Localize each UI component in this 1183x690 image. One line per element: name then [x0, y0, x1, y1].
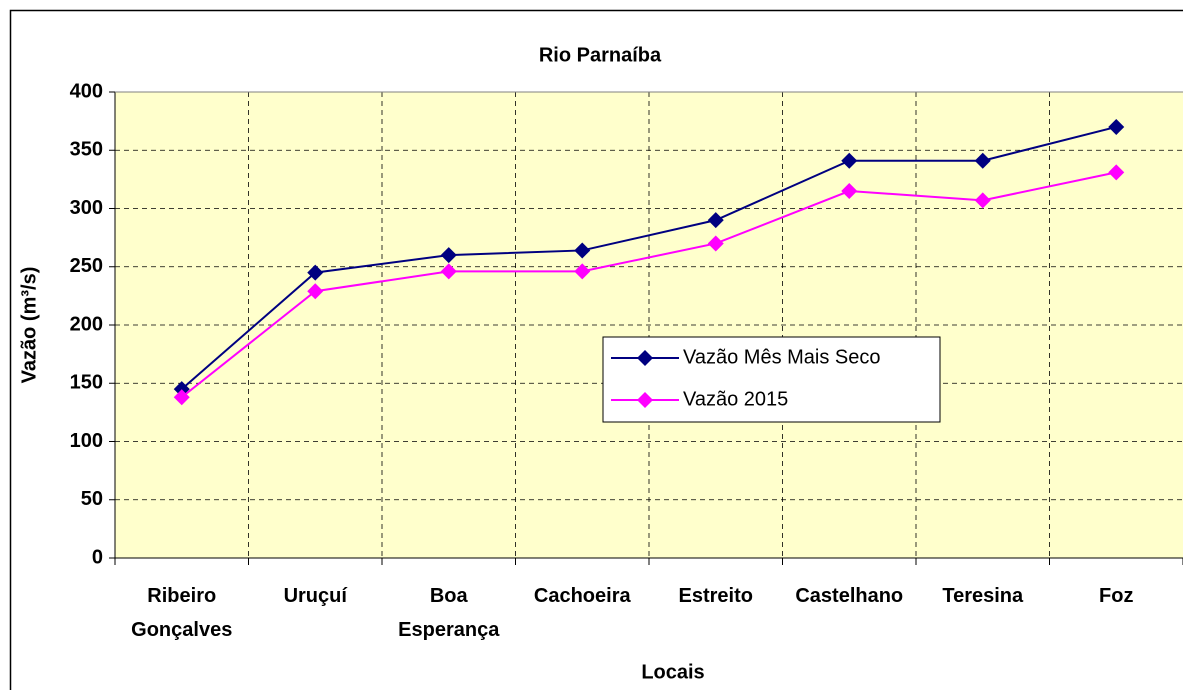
- point-marker: [841, 183, 858, 200]
- legend-box: [602, 336, 941, 423]
- point-marker: [707, 235, 724, 252]
- point-marker: [440, 263, 457, 280]
- y-tick-label: 100: [70, 430, 103, 452]
- x-tick-label: Boa Esperança: [398, 585, 500, 641]
- point-marker: [841, 152, 858, 169]
- x-tick-label: Teresina: [942, 585, 1024, 607]
- legend-marker: [637, 350, 653, 366]
- y-tick-label: 200: [70, 313, 103, 335]
- x-tick-label: Foz: [1099, 585, 1133, 607]
- x-tick-label: Estreito: [679, 585, 753, 607]
- legend-label: Vazão 2015: [683, 388, 788, 410]
- point-marker: [173, 389, 190, 406]
- point-marker: [574, 242, 591, 259]
- point-marker: [974, 152, 991, 169]
- series-line: [181, 171, 1117, 399]
- point-marker: [440, 247, 457, 264]
- series-line: [181, 125, 1117, 390]
- x-tick-label: Cachoeira: [534, 585, 632, 607]
- point-marker: [574, 263, 591, 280]
- y-tick-label: 350: [70, 139, 103, 161]
- x-tick-label: Castelhano: [795, 585, 903, 607]
- legend-label: Vazão Mês Mais Seco: [683, 346, 881, 368]
- point-marker: [974, 192, 991, 209]
- x-tick-label: Uruçuí: [284, 585, 349, 607]
- point-marker: [1108, 118, 1125, 135]
- x-tick-label: Ribeiro Gonçalves: [131, 585, 232, 641]
- y-axis-label: Vazão (m³/s): [18, 267, 40, 384]
- legend-marker: [637, 392, 653, 408]
- y-tick-label: 50: [81, 488, 103, 510]
- y-tick-label: 150: [70, 372, 103, 394]
- point-marker: [307, 264, 324, 281]
- chart-title: Rio Parnaíba: [539, 44, 662, 66]
- y-tick-label: 0: [92, 546, 103, 568]
- point-marker: [707, 212, 724, 229]
- point-marker: [1108, 164, 1125, 181]
- point-marker: [307, 283, 324, 300]
- y-tick-label: 250: [70, 255, 103, 277]
- y-tick-label: 400: [70, 80, 103, 102]
- y-tick-label: 300: [70, 197, 103, 219]
- x-axis-label: Locais: [641, 661, 704, 683]
